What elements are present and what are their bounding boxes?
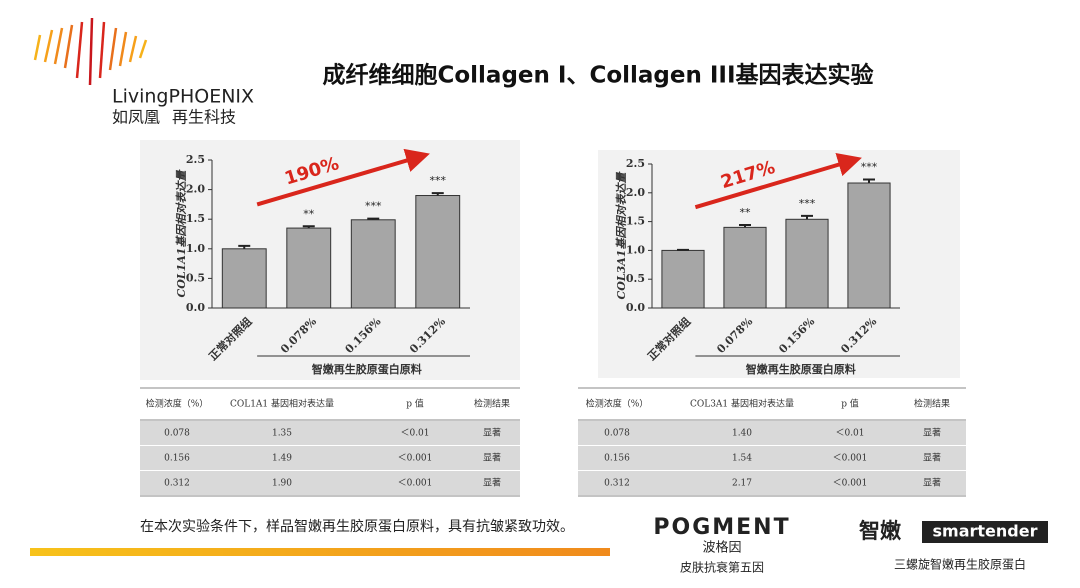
y-tick-label: 1.5 xyxy=(626,215,645,228)
brand1: POGMENT xyxy=(653,515,790,540)
table-row-bg xyxy=(140,421,520,445)
table-cell: 1.40 xyxy=(732,429,752,439)
y-tick-label: 0.5 xyxy=(626,272,645,285)
table-cell: ＜0.001 xyxy=(833,454,868,464)
table-cell: 0.312 xyxy=(604,479,630,489)
logo-stripes xyxy=(33,17,148,86)
logo-cn-suffix: 再生科技 xyxy=(172,108,236,127)
table-cell: ＜0.001 xyxy=(398,479,433,489)
brand2: smartender xyxy=(933,522,1038,541)
y-tick-label: 2.0 xyxy=(626,186,645,199)
conclusion: 在本次实验条件下，样品智嫩再生胶原蛋白原料，具有抗皱紧致功效。 xyxy=(140,518,574,535)
table-cell: 显著 xyxy=(923,427,941,439)
error-bar xyxy=(739,224,751,228)
bar xyxy=(723,226,767,309)
table-header: COL1A1 基因相对表达量 xyxy=(230,398,334,410)
significance: *** xyxy=(861,161,878,174)
brand1-slogan: 皮肤抗衰第五因 xyxy=(680,560,764,575)
table-header: 检测结果 xyxy=(914,398,950,410)
accent-bar xyxy=(30,548,610,556)
y-tick-label: 1.5 xyxy=(186,212,205,225)
group-label: 智嫩再生胶原蛋白原料 xyxy=(746,362,856,376)
significance: ** xyxy=(303,207,315,220)
y-tick-label: 1.0 xyxy=(626,243,645,256)
table-header: p 值 xyxy=(406,398,424,410)
table-cell: 0.078 xyxy=(604,429,630,439)
brand2-cn: 智嫩 xyxy=(859,519,902,543)
table-header: COL3A1 基因相对表达量 xyxy=(690,398,794,410)
y-tick-label: 0.0 xyxy=(626,301,645,314)
y-tick-label: 0.0 xyxy=(186,301,205,314)
significance: *** xyxy=(430,174,447,187)
significance: *** xyxy=(365,200,382,213)
bar xyxy=(350,219,396,309)
significance: ** xyxy=(740,206,752,219)
bar xyxy=(661,249,705,309)
logo-brand: LivingPHOENIX xyxy=(112,86,254,108)
table-header: 检测浓度（%） xyxy=(146,398,209,410)
bar xyxy=(221,248,267,309)
table-cell: ＜0.001 xyxy=(398,454,433,464)
table-cell: 1.35 xyxy=(272,429,292,439)
significance: *** xyxy=(799,197,816,210)
table-row-bg xyxy=(578,446,966,470)
brand1-cn: 波格因 xyxy=(702,540,741,556)
table-cell: 显著 xyxy=(483,452,501,464)
table-cell: 显著 xyxy=(483,427,501,439)
bar xyxy=(785,218,829,309)
table-header: 检测浓度（%） xyxy=(586,398,649,410)
brand2-box xyxy=(922,521,1048,543)
error-bar xyxy=(677,248,689,251)
error-bar xyxy=(367,217,380,220)
y-tick-label: 0.5 xyxy=(186,271,205,284)
y-tick-label: 1.0 xyxy=(186,242,205,255)
bar xyxy=(286,227,332,309)
error-bar xyxy=(431,192,444,196)
table-row-bg xyxy=(140,471,520,495)
bar xyxy=(415,195,461,309)
y-axis-label: COL3A1基因相对表达量 xyxy=(615,171,628,300)
table-row-bg xyxy=(140,446,520,470)
table-cell: 1.49 xyxy=(272,454,292,464)
table-row-bg xyxy=(578,471,966,495)
table-cell: 2.17 xyxy=(732,479,752,489)
error-bar xyxy=(863,178,875,184)
slide-title: 成纤维细胞Collagen I、Collagen III基因表达实验 xyxy=(322,62,873,89)
error-bar xyxy=(238,244,251,249)
trend-arrow xyxy=(256,148,430,207)
table-cell: 0.156 xyxy=(604,454,630,464)
table-cell: 显著 xyxy=(923,452,941,464)
table-cell: 显著 xyxy=(923,477,941,489)
table-cell: ＜0.01 xyxy=(835,429,864,439)
table-row-bg xyxy=(578,421,966,445)
trend-arrow xyxy=(694,153,862,210)
y-axis-label: COL1A1基因相对表达量 xyxy=(175,169,188,298)
bar xyxy=(847,182,891,309)
y-tick-label: 2.0 xyxy=(186,183,205,196)
table-cell: 1.90 xyxy=(272,479,292,489)
table-cell: 0.156 xyxy=(164,454,190,464)
y-tick-label: 2.5 xyxy=(626,157,645,170)
table-cell: 1.54 xyxy=(732,454,752,464)
table-header: 检测结果 xyxy=(474,398,510,410)
y-tick-label: 2.5 xyxy=(186,153,205,166)
error-bar xyxy=(302,225,315,229)
table-cell: 0.312 xyxy=(164,479,190,489)
table-cell: 显著 xyxy=(483,477,501,489)
brand2-slogan: 三螺旋智嫩再生胶原蛋白 xyxy=(894,557,1026,572)
group-label: 智嫩再生胶原蛋白原料 xyxy=(312,362,422,376)
error-bar xyxy=(801,214,813,220)
chart-bg xyxy=(598,150,960,378)
logo-cn: 如凤凰 xyxy=(112,108,160,127)
table-cell: ＜0.001 xyxy=(833,479,868,489)
table-cell: 0.078 xyxy=(164,429,190,439)
table-cell: ＜0.01 xyxy=(400,429,429,439)
table-header: p 值 xyxy=(841,398,859,410)
